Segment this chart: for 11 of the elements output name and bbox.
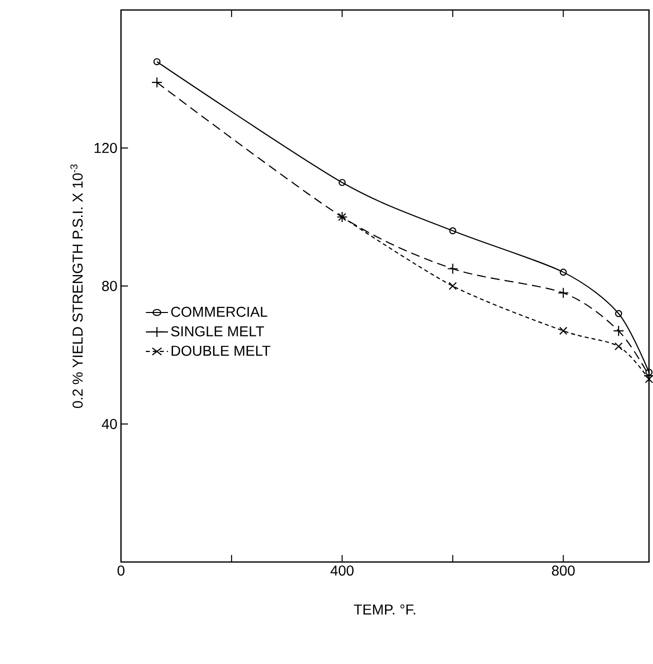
x-axis-title: TEMP. °F. [354,604,416,614]
y-tick-label: 80 [102,280,117,292]
legend-label: COMMERCIAL [171,306,268,317]
x-tick-label: 400 [330,566,354,576]
legend-label: SINGLE MELT [171,326,264,336]
legend-label: DOUBLE MELT [172,346,270,356]
x-tick-label: 0 [118,566,124,576]
y-tick-label: 40 [102,418,117,430]
x-tick-label: 800 [552,566,575,576]
y-axis-title: 0.2 % YIELD STRENGTH P.S.I. X 10$^{-3}$ [70,164,83,408]
y-tick-label: 120 [94,142,117,154]
